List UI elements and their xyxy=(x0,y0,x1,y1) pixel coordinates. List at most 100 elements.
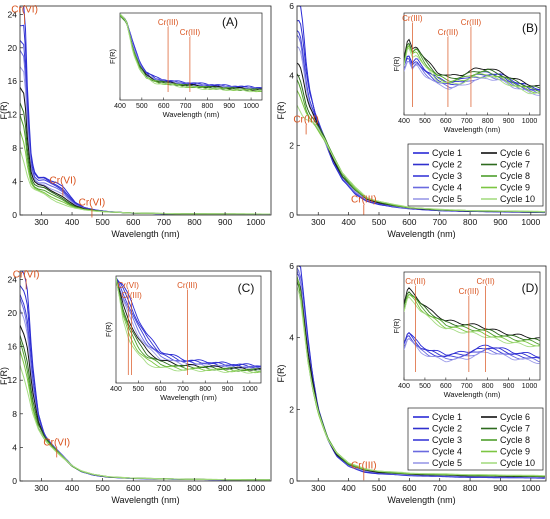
y-axis-label: F(R) xyxy=(0,102,9,120)
inset: 400 500 600 700 800 900 1000 Wavelength (nm) F(R… xyxy=(392,12,541,134)
inset-x-tick-label: 800 xyxy=(202,103,214,110)
inset-annotation-label: Cr(III) xyxy=(177,281,198,290)
x-tick-label: 1000 xyxy=(246,483,265,493)
annotation-label: Cr(VI) xyxy=(43,437,70,448)
inset-series-cycle-10 xyxy=(404,296,540,348)
inset-x-tick-label: 1000 xyxy=(522,383,538,390)
annotation-label: Cr(III) xyxy=(293,114,319,125)
series-cycle-10 xyxy=(20,148,270,215)
legend-label: Cycle 4 xyxy=(432,183,462,193)
y-tick-label: 0 xyxy=(12,210,17,220)
x-tick-label: 300 xyxy=(311,217,325,227)
x-tick-label: 400 xyxy=(342,483,356,493)
x-tick-label: 600 xyxy=(126,217,140,227)
x-axis-label: Wavelength (nm) xyxy=(111,495,179,505)
inset-x-tick-label: 700 xyxy=(177,386,189,393)
x-tick-label: 500 xyxy=(372,217,386,227)
y-tick-label: 6 xyxy=(289,261,294,271)
inset-x-tick-label: 600 xyxy=(440,118,452,125)
inset-series-cycle-10 xyxy=(120,13,262,93)
x-tick-label: 900 xyxy=(493,217,507,227)
x-tick-label: 500 xyxy=(372,483,386,493)
legend-label: Cycle 8 xyxy=(500,171,530,181)
x-axis-label: Wavelength (nm) xyxy=(387,495,455,505)
inset-series-cycle-2 xyxy=(404,332,540,359)
x-tick-label: 1000 xyxy=(246,217,265,227)
inset-series-cycle-8 xyxy=(404,293,540,345)
legend-label: Cycle 7 xyxy=(500,424,530,434)
y-tick-label: 8 xyxy=(12,143,17,153)
panel-0: 300 400 500 600 700 800 900 1000 0 4 8 12 16 20 24 Wave… xyxy=(0,4,272,239)
series-cycle-10 xyxy=(297,286,545,477)
annotation-label: Cr(VI) xyxy=(79,197,106,208)
y-tick-label: 6 xyxy=(289,1,294,11)
legend-label: Cycle 3 xyxy=(432,171,462,181)
inset-x-tick-label: 1000 xyxy=(243,103,259,110)
inset-y-axis-label: F(R) xyxy=(104,322,113,337)
legend-label: Cycle 3 xyxy=(432,435,462,445)
panel-2: 300 400 500 600 700 800 900 1000 0 4 8 12 16 20 24 Wave… xyxy=(0,269,272,505)
x-tick-label: 300 xyxy=(34,483,48,493)
x-tick-label: 500 xyxy=(96,483,110,493)
series-cycle-8 xyxy=(20,114,270,215)
y-tick-label: 4 xyxy=(12,177,17,187)
inset-series xyxy=(404,38,540,96)
inset-frame xyxy=(403,12,541,116)
inset-x-tick-label: 700 xyxy=(461,118,473,125)
x-tick-label: 900 xyxy=(218,217,232,227)
inset-series-cycle-8 xyxy=(404,44,540,93)
inset-series-cycle-7 xyxy=(120,13,262,91)
inset-annotation-label: Cr(VI) xyxy=(118,281,140,290)
inset-series xyxy=(116,276,261,374)
inset-x-tick-label: 800 xyxy=(482,118,494,125)
inset-series-cycle-3 xyxy=(120,13,262,90)
legend-label: Cycle 9 xyxy=(500,447,530,457)
legend-label: Cycle 4 xyxy=(432,447,462,457)
x-tick-label: 700 xyxy=(433,217,447,227)
legend-frame xyxy=(407,407,544,471)
inset-annotation-label: Cr(II) xyxy=(476,277,495,286)
y-tick-label: 8 xyxy=(12,409,17,419)
inset-x-tick-label: 400 xyxy=(398,383,410,390)
x-tick-label: 600 xyxy=(402,217,416,227)
y-tick-label: 0 xyxy=(289,210,294,220)
x-tick-label: 800 xyxy=(187,217,201,227)
series-group xyxy=(297,266,545,479)
legend-frame xyxy=(407,143,544,207)
y-tick-label: 4 xyxy=(289,71,294,81)
inset-x-tick-label: 500 xyxy=(132,386,144,393)
legend-label: Cycle 10 xyxy=(500,194,535,204)
inset-x-tick-label: 500 xyxy=(419,383,431,390)
inset-x-tick-label: 1000 xyxy=(242,386,258,393)
x-tick-label: 900 xyxy=(493,483,507,493)
inset-series-cycle-7 xyxy=(404,42,540,89)
inset-x-tick-label: 900 xyxy=(223,103,235,110)
y-tick-label: 2 xyxy=(289,140,294,150)
inset-series-cycle-6 xyxy=(404,38,540,87)
series-cycle-9 xyxy=(20,130,270,215)
x-tick-label: 1000 xyxy=(521,483,540,493)
series-group xyxy=(20,271,270,481)
x-tick-label: 800 xyxy=(187,483,201,493)
y-tick-label: 12 xyxy=(8,375,18,385)
x-tick-label: 700 xyxy=(433,483,447,493)
legend-label: Cycle 7 xyxy=(500,160,530,170)
inset: 400 500 600 700 800 900 1000 Wavelength (nm) F(R… xyxy=(108,12,263,119)
legend-label: Cycle 9 xyxy=(500,183,530,193)
inset-series-cycle-5 xyxy=(404,60,540,96)
inset-x-tick-label: 600 xyxy=(440,383,452,390)
plot-frame xyxy=(296,265,547,482)
x-tick-label: 800 xyxy=(463,483,477,493)
x-tick-label: 600 xyxy=(126,483,140,493)
annotation-label: Cr(III) xyxy=(351,460,377,471)
inset-x-tick-label: 500 xyxy=(136,103,148,110)
inset-annotation-label: Cr(III) xyxy=(121,291,142,300)
inset-x-tick-label: 400 xyxy=(110,386,122,393)
inset-x-tick-label: 800 xyxy=(482,383,494,390)
panel-label: (D) xyxy=(522,281,539,295)
x-tick-label: 300 xyxy=(34,217,48,227)
x-tick-label: 500 xyxy=(96,217,110,227)
inset-x-axis-label: Wavelength (nm) xyxy=(444,390,501,399)
